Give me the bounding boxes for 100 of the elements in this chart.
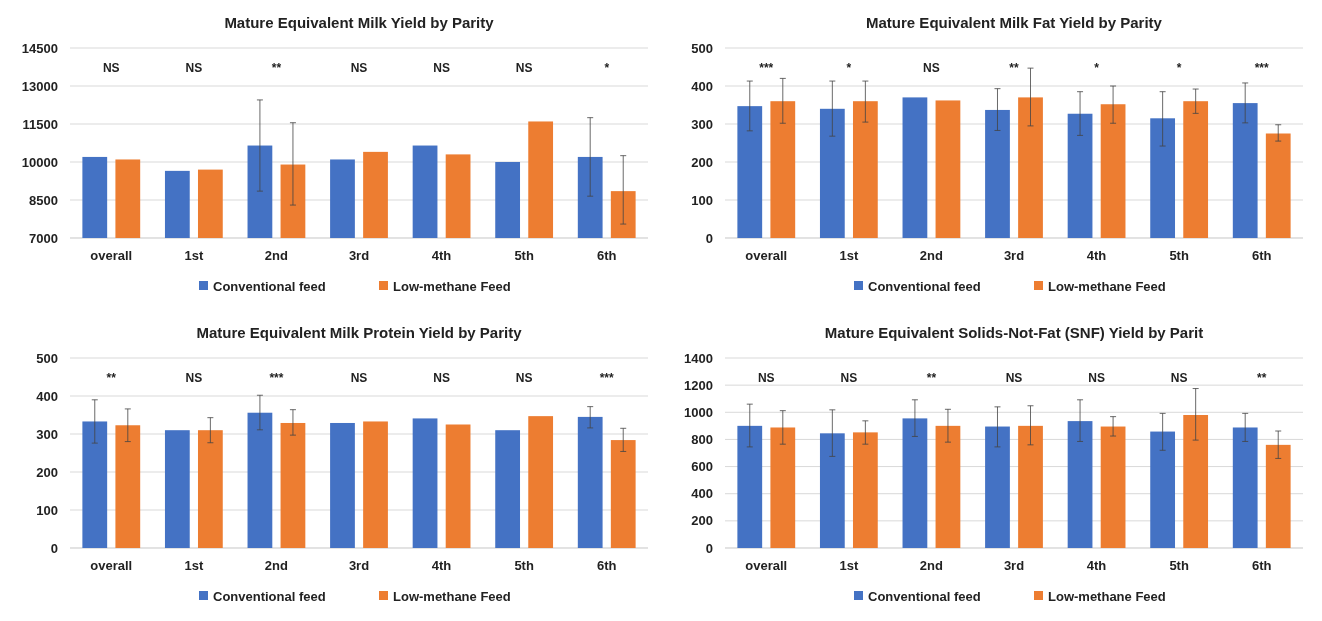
y-tick-label: 7000 — [29, 230, 58, 246]
y-tick-label: 600 — [691, 459, 713, 475]
bar — [1265, 444, 1291, 548]
bar — [852, 432, 878, 548]
chart-title: Mature Equivalent Milk Yield by Parity — [224, 14, 495, 31]
annotation: *** — [269, 371, 284, 385]
bar — [737, 106, 763, 238]
annotation: NS — [102, 61, 120, 75]
x-tick-label: 5th — [514, 558, 534, 573]
x-tick-label: overall — [745, 558, 788, 573]
bar — [1150, 431, 1176, 548]
annotation: *** — [1254, 61, 1270, 75]
annotation: NS — [350, 61, 368, 75]
x-tick-label: 3rd — [348, 248, 370, 263]
y-tick-label: 200 — [36, 464, 58, 480]
legend-label: Conventional feed — [213, 588, 326, 604]
legend-label: Low-methane Feed — [1048, 278, 1166, 294]
x-tick-label: 3rd — [1003, 248, 1025, 263]
bar — [1100, 426, 1126, 548]
legend-label: Conventional feed — [868, 278, 981, 294]
y-tick-label: 200 — [691, 154, 713, 170]
y-tick-label: 10000 — [21, 154, 58, 170]
annotation: * — [604, 61, 610, 75]
y-tick-label: 500 — [691, 40, 713, 56]
x-tick-label: 2nd — [919, 248, 944, 263]
bar — [935, 100, 961, 238]
annotation: NS — [923, 61, 940, 75]
y-tick-label: 8500 — [29, 192, 58, 208]
x-tick-label: overall — [90, 248, 133, 263]
y-tick-label: 400 — [36, 388, 58, 404]
y-tick-label: 400 — [691, 486, 713, 502]
x-tick-label: 4th — [431, 248, 452, 263]
annotation: NS — [433, 371, 450, 385]
y-tick-label: 14500 — [21, 40, 58, 56]
bar — [902, 418, 928, 548]
annotation: NS — [840, 371, 858, 385]
bar — [737, 425, 763, 548]
y-tick-label: 1400 — [684, 350, 713, 366]
x-tick-label: 1st — [184, 248, 204, 263]
x-tick-label: 1st — [839, 558, 859, 573]
x-tick-label: 2nd — [264, 558, 289, 573]
x-tick-label: 1st — [839, 248, 859, 263]
annotation: ** — [271, 61, 282, 75]
x-tick-label: 5th — [514, 248, 534, 263]
annotation: NS — [185, 371, 203, 385]
annotation: NS — [515, 371, 533, 385]
annotation: * — [1176, 61, 1182, 75]
annotation: NS — [757, 371, 775, 385]
annotation: NS — [350, 371, 368, 385]
y-tick-label: 0 — [705, 540, 713, 556]
y-tick-label: 1200 — [684, 377, 713, 393]
annotation: NS — [1170, 371, 1188, 385]
bar — [1183, 415, 1209, 548]
y-tick-label: 100 — [36, 502, 58, 518]
bar — [852, 101, 878, 238]
bar — [1100, 104, 1126, 238]
annotation: ** — [926, 371, 937, 385]
annotation: NS — [1005, 371, 1023, 385]
y-tick-label: 400 — [691, 78, 713, 94]
bar — [1018, 425, 1043, 548]
y-tick-label: 100 — [691, 192, 713, 208]
x-tick-label: 3rd — [1003, 558, 1025, 573]
x-tick-label: 3rd — [348, 558, 370, 573]
annotation: *** — [759, 61, 774, 75]
annotation: * — [846, 61, 852, 75]
annotation: *** — [599, 371, 615, 385]
bar — [819, 108, 845, 238]
bar — [1232, 103, 1258, 238]
x-tick-label: 1st — [184, 558, 204, 573]
legend-label: Conventional feed — [868, 588, 981, 604]
annotation: NS — [185, 61, 203, 75]
bar — [1067, 421, 1093, 548]
bar — [985, 426, 1010, 548]
x-tick-label: 6th — [596, 248, 617, 263]
x-tick-label: 4th — [1086, 558, 1107, 573]
x-tick-label: 2nd — [264, 248, 289, 263]
x-tick-label: 6th — [596, 558, 617, 573]
chart-title: Mature Equivalent Solids-Not-Fat (SNF) Yield by Parit — [824, 324, 1204, 341]
y-tick-label: 0 — [705, 230, 713, 246]
bar — [1018, 97, 1043, 238]
legend-label: Low-methane Feed — [393, 588, 511, 604]
annotation: ** — [1257, 371, 1267, 385]
y-tick-label: 1000 — [684, 404, 713, 420]
annotation: NS — [515, 61, 533, 75]
chart-title: Mature Equivalent Milk Fat Yield by Parity — [866, 14, 1163, 31]
y-tick-label: 200 — [691, 513, 713, 529]
y-tick-label: 11500 — [22, 116, 58, 132]
bar — [770, 427, 796, 548]
bar — [1265, 133, 1291, 238]
x-tick-label: 6th — [1251, 558, 1272, 573]
x-tick-label: 2nd — [919, 558, 944, 573]
annotation: ** — [1009, 61, 1019, 75]
bar — [1067, 113, 1093, 238]
bar — [1232, 427, 1258, 548]
annotation: NS — [1088, 371, 1105, 385]
y-tick-label: 13000 — [21, 78, 58, 94]
y-tick-label: 500 — [36, 350, 58, 366]
x-tick-label: 6th — [1251, 248, 1272, 263]
bar — [819, 433, 845, 548]
y-tick-label: 300 — [36, 426, 58, 442]
